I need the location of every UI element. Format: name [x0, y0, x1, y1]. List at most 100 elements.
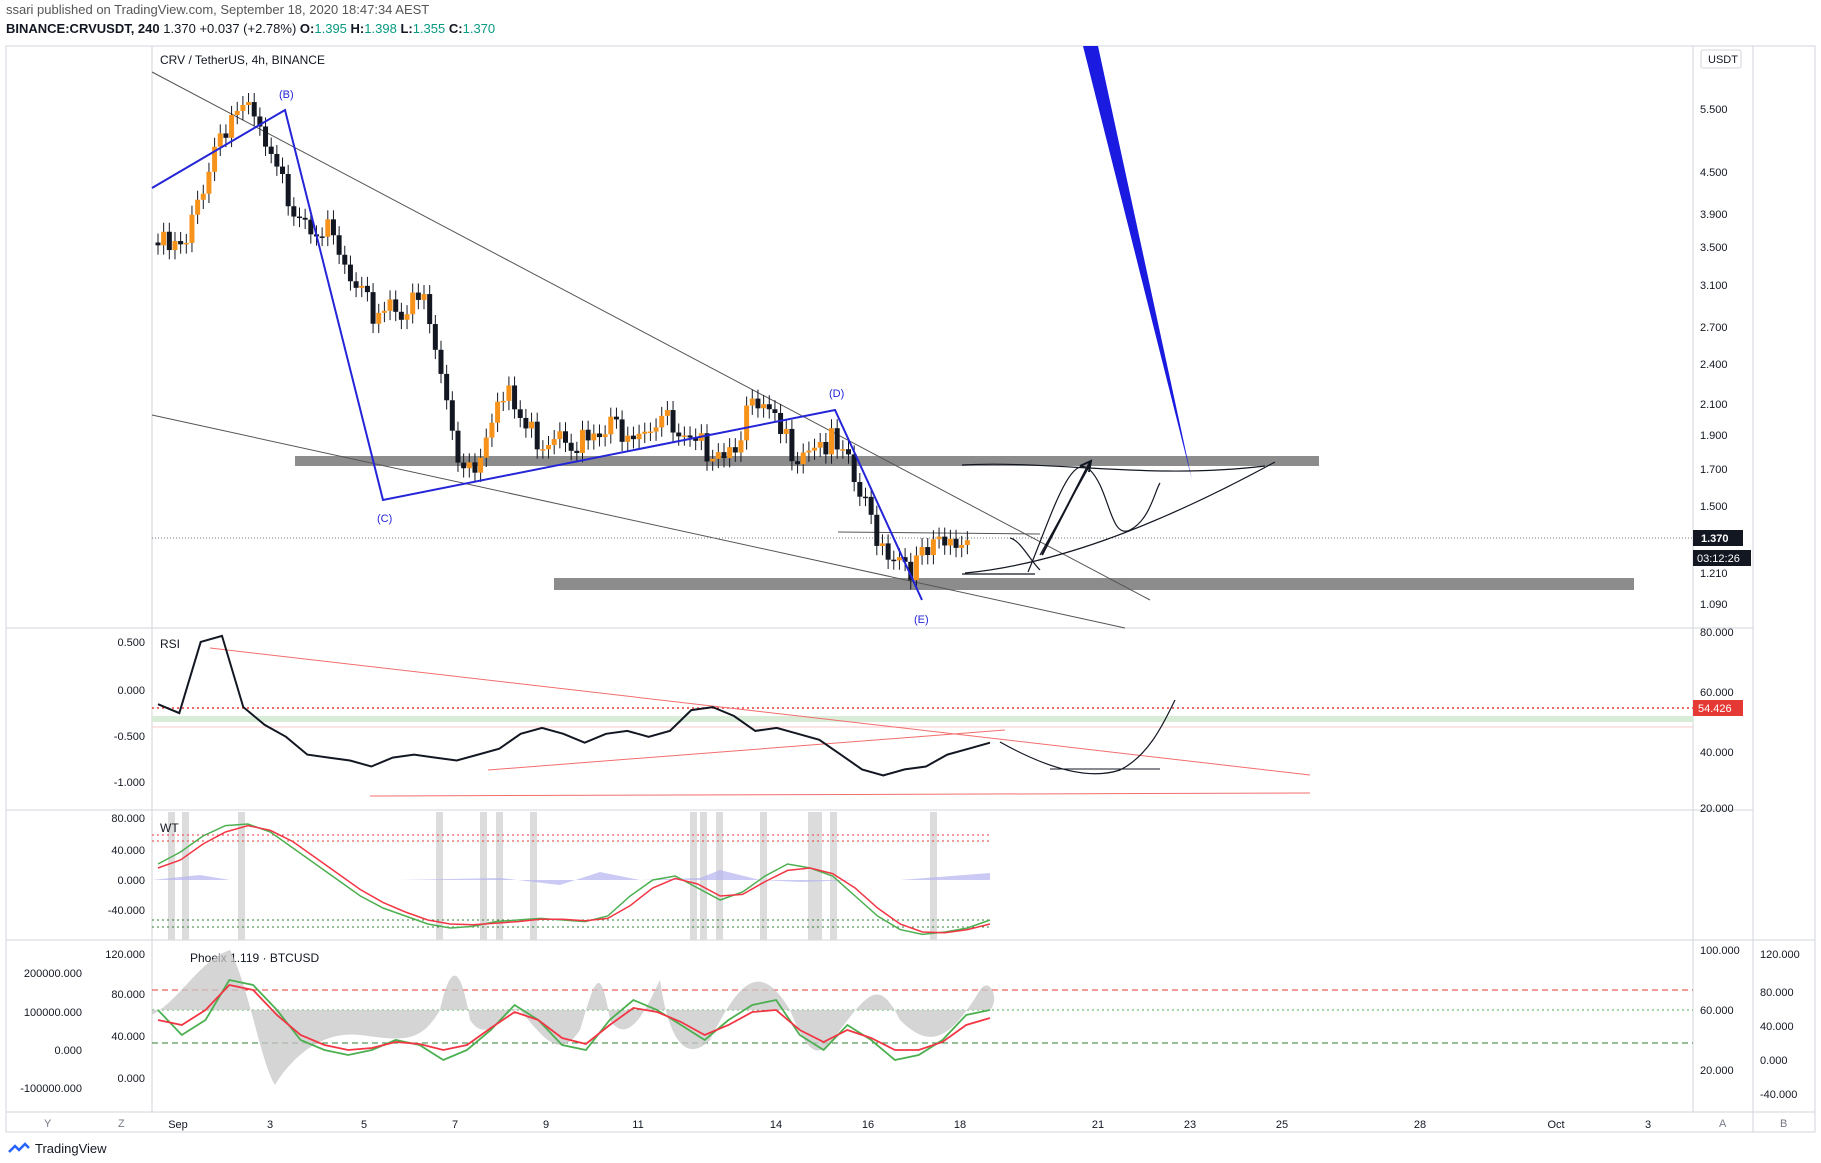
change-value: +0.037 (+2.78%): [199, 21, 297, 36]
symbol-name[interactable]: BINANCE:CRVUSDT, 240: [6, 21, 160, 36]
wt-left-tick: 80.000: [111, 813, 145, 825]
candle-body: [274, 153, 280, 167]
candle-body: [704, 433, 710, 462]
side-buttons[interactable]: Y Z A B: [44, 1118, 1787, 1130]
candle-body: [857, 482, 863, 497]
close-label: C:: [448, 21, 463, 36]
candle-body: [579, 429, 585, 453]
phoeix-area: [152, 950, 995, 1085]
rsi-left-tick: 0.500: [117, 637, 145, 649]
candle-body: [953, 538, 959, 548]
candle-body: [381, 310, 387, 313]
price-tick-label: 3.100: [1700, 280, 1728, 292]
published-line: ssari published on TradingView.com, Sept…: [6, 2, 430, 17]
candle-body: [472, 462, 478, 473]
candle-body: [812, 447, 818, 451]
footer-brand-text: TradingView: [35, 1141, 107, 1156]
phoeix-right-tick: 0.000: [1760, 1055, 1788, 1067]
candle-body: [834, 428, 840, 450]
candle-body: [529, 421, 535, 429]
candle-body: [670, 410, 676, 433]
candle-body: [964, 540, 970, 545]
rsi-right-tick: 20.000: [1700, 803, 1734, 815]
candle-body: [664, 410, 670, 416]
candle-body: [557, 431, 563, 440]
candle-body: [687, 435, 693, 438]
rsi-trend-up: [487, 729, 1006, 771]
candle-body: [885, 543, 891, 560]
candle-body: [766, 404, 772, 410]
y-button[interactable]: Y: [44, 1118, 52, 1130]
phoeix-left-tick: 100000.000: [24, 1007, 82, 1019]
support-zone: [554, 578, 1634, 590]
phoeix-red-line: [157, 984, 991, 1051]
candle-body: [257, 116, 263, 127]
candle-body: [546, 445, 552, 450]
phoeix-left-tick: 200000.000: [24, 968, 82, 980]
candle-body: [415, 292, 421, 300]
wt-highlight-bar: [760, 812, 767, 940]
candle-body: [223, 133, 229, 138]
resistance-zone: [295, 456, 1319, 466]
price-tick-label: 1.900: [1700, 430, 1728, 442]
phoeix-right-tick: 40.000: [1760, 1021, 1794, 1033]
candle-body: [234, 110, 240, 115]
candle-body: [325, 219, 331, 237]
candle-body: [466, 462, 472, 469]
candle-body: [455, 430, 461, 463]
candle-body: [432, 324, 438, 350]
last-value: 1.370: [163, 21, 196, 36]
candle-body: [347, 264, 353, 282]
projection-arrow: [1083, 46, 1192, 480]
phoeix-right-axis: 120.000 80.000 40.000 0.000 -40.000: [1760, 949, 1800, 1101]
price-tick-label: 2.400: [1700, 359, 1728, 371]
last-price-tag: [1693, 530, 1743, 546]
phoeix-inner-axis: 120.000 80.000 40.000 0.000: [105, 949, 145, 1085]
time-tick-label: 11: [632, 1119, 643, 1131]
a-button[interactable]: A: [1719, 1118, 1727, 1130]
candle-body: [715, 452, 721, 459]
candle-body: [268, 146, 274, 154]
price-tick-label: 1.210: [1700, 568, 1728, 580]
currency-badge[interactable]: [1700, 49, 1742, 69]
rsi-title: RSI: [160, 637, 180, 651]
candle-body: [410, 292, 416, 315]
candle-body: [930, 539, 936, 556]
last-price-tag-text: 1.370: [1701, 533, 1729, 545]
wt-highlight-bar: [808, 812, 815, 940]
b-button[interactable]: B: [1780, 1118, 1787, 1130]
candle-body: [596, 433, 602, 438]
phoeix-right-inner-axis: 100.000 60.000 20.000: [1700, 945, 1740, 1077]
candle-body: [681, 435, 687, 437]
time-tick-label: Oct: [1547, 1119, 1564, 1131]
rsi-trend-down: [209, 647, 1311, 776]
candle-body: [263, 126, 269, 147]
candle-body: [902, 557, 908, 562]
price-axis[interactable]: 65.5004.5003.9003.5003.1002.7002.4002.10…: [1700, 55, 1728, 611]
candle-body: [336, 235, 342, 255]
candle-body: [574, 450, 580, 453]
candle-body: [874, 514, 880, 546]
time-tick-label: 5: [361, 1119, 367, 1131]
candle-body: [483, 437, 489, 458]
z-button[interactable]: Z: [118, 1118, 125, 1130]
rsi-value-tag-text: 54.426: [1698, 703, 1732, 715]
candle-body: [732, 447, 738, 453]
price-tick-label: 5.500: [1700, 104, 1728, 116]
phoeix-right-inner-tick: 20.000: [1700, 1065, 1734, 1077]
candle-body: [925, 547, 931, 556]
candle-body: [444, 373, 450, 401]
main-pane-title: CRV / TetherUS, 4h, BINANCE: [160, 53, 325, 67]
price-tick-label: 2.700: [1700, 322, 1728, 334]
tradingview-logo-icon: [8, 1141, 30, 1153]
phoeix-right-inner-tick: 100.000: [1700, 945, 1740, 957]
candle-body: [608, 416, 614, 435]
wt-left-tick: -40.000: [108, 905, 145, 917]
candles: [155, 93, 970, 590]
time-tick-label: 9: [543, 1119, 549, 1131]
rsi-projection: [999, 699, 1176, 775]
time-axis[interactable]: Sep 3 5 7 9 11 14 16 18 21 23 25 28 Oct 3: [168, 1119, 1651, 1131]
footer-brand[interactable]: TradingView: [8, 1141, 107, 1156]
wt-area: [152, 870, 990, 885]
